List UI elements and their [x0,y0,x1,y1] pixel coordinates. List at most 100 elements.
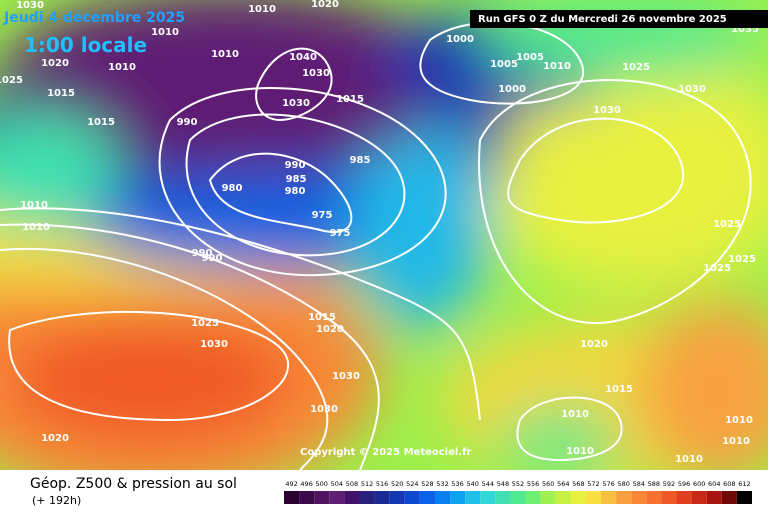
scale-label: 552 [512,480,524,488]
isobar-label: 1010 [108,62,136,73]
scale-swatch [525,491,541,504]
scale-swatch [299,491,315,504]
isobar-label: 1010 [725,415,753,426]
scale-label: 584 [633,480,645,488]
isobar-label: 1030 [332,371,360,382]
isobar-label: 990 [285,160,306,171]
footer-lead: (+ 192h) [32,494,81,507]
forecast-date: Jeudi 4 décembre 2025 [3,10,185,26]
scale-swatch [646,491,662,504]
isobar-label: 1000 [498,84,526,95]
isobar-label: 1030 [678,84,706,95]
isobar-label: 1015 [87,117,115,128]
field [0,0,768,500]
scale-label: 524 [406,480,418,488]
isobar-label: 980 [285,186,306,197]
scale-label: 600 [693,480,705,488]
isobar-label: 1025 [713,219,741,230]
isobar-label: 1040 [289,52,317,63]
scale-label: 540 [466,480,478,488]
isobar-label: 985 [350,155,371,166]
isobar-label: 1020 [41,58,69,69]
scale-label: 580 [617,480,629,488]
scale-label: 504 [331,480,343,488]
isobar-label: 1030 [16,0,44,11]
isobar-label: 1010 [561,409,589,420]
isobar-label: 1025 [728,254,756,265]
scale-label: 568 [572,480,584,488]
scale-label: 532 [436,480,448,488]
scale-label: 588 [648,480,660,488]
run-info: Run GFS 0 Z du Mercredi 26 novembre 2025 [478,14,727,25]
scale-swatch [706,491,722,504]
isobar-label: 1010 [248,4,276,15]
scale-swatch [661,491,677,504]
scale-label: 500 [316,480,328,488]
isobar-label: 1035 [731,24,759,35]
scale-swatch [510,491,526,504]
scale-label: 608 [723,480,735,488]
isobar-label: 1015 [308,312,336,323]
scale-label: 560 [542,480,554,488]
scale-label: 492 [285,480,297,488]
scale-swatch [404,491,420,504]
forecast-time: 1:00 locale [24,33,147,57]
isobar-label: 1010 [151,27,179,38]
scale-swatch [419,491,435,504]
isobar-label: 1000 [446,34,474,45]
isobar-label: 1010 [22,222,50,233]
copyright: Copyright © 2025 Meteociel.fr [300,447,471,458]
scale-swatch [601,491,617,504]
isobar-label: 1025 [0,75,23,86]
isobar-label: 1015 [336,94,364,105]
scale-swatch [555,491,571,504]
scale-label: 496 [300,480,312,488]
scale-swatch [434,491,451,504]
scale-swatch [736,491,752,504]
isobar-label: 990 [177,117,198,128]
isobar-label: 1010 [675,454,703,465]
color-scale: 492 496 500 504 508 512 516 520 524 528 532 536 540 5… [284,480,752,504]
isobar-label: 975 [330,228,351,239]
scale-swatch [480,491,496,504]
isobar-label: 1020 [311,0,339,10]
scale-swatch [450,491,466,504]
scale-label: 612 [738,480,750,488]
isobar-label: 1020 [41,433,69,444]
isobar-label: 1030 [593,105,621,116]
scale-label: 564 [557,480,569,488]
scale-swatch [721,491,737,504]
isobar-label: 990 [202,253,223,264]
run-box [470,10,768,28]
isobar-label: 1025 [703,263,731,274]
isobar-label: 985 [286,174,307,185]
scale-swatch [540,491,556,504]
isobar-label: 1010 [566,446,594,457]
scale-swatch [314,491,330,504]
scale-swatch [495,491,511,504]
isobar-label: 1020 [316,324,344,335]
scale-label: 544 [482,480,494,488]
isobar-label: 1010 [543,61,571,72]
scale-swatch [570,491,586,504]
isobar-label: 1030 [310,404,338,415]
scale-label: 556 [527,480,539,488]
isobar-label: 980 [222,183,243,194]
scale-swatch [284,491,300,504]
isobar-label: 1015 [605,384,633,395]
isobar-label: 1030 [282,98,310,109]
scale-swatch [389,491,405,504]
isobar-label: 1010 [20,200,48,211]
scale-swatch [359,491,375,504]
scale-label: 572 [587,480,599,488]
scale-label: 592 [663,480,675,488]
scale-label: 596 [678,480,690,488]
isobar-label: 1025 [622,62,650,73]
isobar-label: 1030 [302,68,330,79]
isobars [0,21,752,471]
scale-label: 604 [708,480,720,488]
scale-swatch [329,491,345,504]
scale-swatch [616,491,632,504]
scale-label: 520 [391,480,403,488]
